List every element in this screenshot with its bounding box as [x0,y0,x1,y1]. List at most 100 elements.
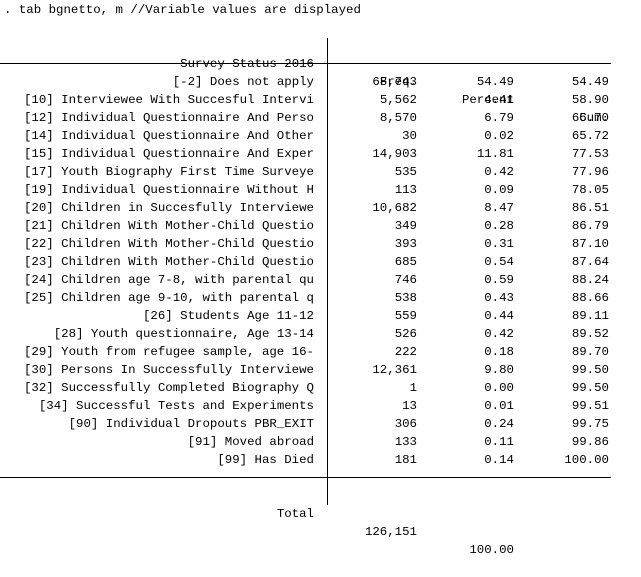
row-freq: 746 [394,273,417,287]
row-percent: 0.28 [484,219,514,233]
row-label: [23] Children With Mother-Child Questio [24,255,314,269]
row-cum: 86.51 [571,201,609,215]
row-cum: 99.50 [571,381,609,395]
header-percent: Percent [461,93,514,107]
row-label: [30] Persons In Successfully Interviewe [24,363,314,377]
row-freq: 8,570 [379,111,417,125]
row-label: [99] Has Died [217,453,314,467]
frequency-table: Survey Status 2016 Freq. Percent Cum. [-… [0,37,641,557]
row-label: [15] Individual Questionnaire And Exper [24,147,314,161]
row-cum: 54.49 [571,75,609,89]
row-percent: 8.47 [484,201,514,215]
row-cum: 87.10 [571,237,609,251]
row-freq: 559 [394,309,417,323]
row-cum: 77.53 [571,147,609,161]
row-freq: 14,903 [372,147,417,161]
table-row: [30] Persons In Successfully Interviewe 1… [0,361,641,379]
row-label: [34] Successful Tests and Experiments [38,399,314,413]
row-freq: 113 [394,183,417,197]
row-freq: 181 [394,453,417,467]
row-freq: 1 [409,381,417,395]
row-percent: 11.81 [476,147,514,161]
total-percent: 100.00 [469,543,514,557]
row-cum: 99.51 [571,399,609,413]
row-label: [26] Students Age 11-12 [142,309,314,323]
table-row: [23] Children With Mother-Child Questio 6… [0,253,641,271]
row-percent: 0.14 [484,453,514,467]
row-cum: 89.11 [571,309,609,323]
row-cum: 77.96 [571,165,609,179]
row-cum: 99.50 [571,363,609,377]
row-label: [17] Youth Biography First Time Surveye [24,165,314,179]
header-label: Survey Status 2016 [180,57,314,71]
command-line: . tab bgnetto, m //Variable values are d… [4,3,361,17]
table-row: [32] Successfully Completed Biography Q 1… [0,379,641,397]
row-cum: 86.79 [571,219,609,233]
table-row: [22] Children With Mother-Child Questio 3… [0,235,641,253]
row-percent: 0.18 [484,345,514,359]
total-rule [0,477,611,478]
row-percent: 0.42 [484,327,514,341]
row-cum: 99.86 [571,435,609,449]
table-row: [-2] Does not apply 68,743 54.49 54.49 [0,73,641,91]
row-cum: 89.70 [571,345,609,359]
row-freq: 685 [394,255,417,269]
table-row: [14] Individual Questionnaire And Other 3… [0,127,641,145]
row-percent: 0.24 [484,417,514,431]
row-cum: 88.24 [571,273,609,287]
row-label: [91] Moved abroad [187,435,314,449]
row-freq: 393 [394,237,417,251]
row-percent: 4.41 [484,93,514,107]
header-freq: Freq. [379,75,417,89]
row-label: [14] Individual Questionnaire And Other [24,129,314,143]
row-percent: 0.00 [484,381,514,395]
row-freq: 526 [394,327,417,341]
row-freq: 133 [394,435,417,449]
total-label: Total [276,507,314,521]
row-freq: 12,361 [372,363,417,377]
row-cum: 87.64 [571,255,609,269]
row-freq: 222 [394,345,417,359]
row-percent: 0.42 [484,165,514,179]
table-row: [10] Interviewee With Succesful Intervi 5… [0,91,641,109]
row-label: [10] Interviewee With Succesful Intervi [24,93,314,107]
row-label: [24] Children age 7-8, with parental qu [24,273,314,287]
row-label: [90] Individual Dropouts PBR_EXIT [68,417,314,431]
row-label: [-2] Does not apply [172,75,314,89]
table-row: [34] Successful Tests and Experiments 13 0… [0,397,641,415]
row-label: [32] Successfully Completed Biography Q [24,381,314,395]
row-cum: 89.52 [571,327,609,341]
table-row: [12] Individual Questionnaire And Perso 8… [0,109,641,127]
row-label: [28] Youth questionnaire, Age 13-14 [53,327,314,341]
row-percent: 9.80 [484,363,514,377]
row-percent: 0.01 [484,399,514,413]
row-freq: 349 [394,219,417,233]
row-cum: 99.75 [571,417,609,431]
row-label: [22] Children With Mother-Child Questio [24,237,314,251]
row-freq: 10,682 [372,201,417,215]
table-row: [90] Individual Dropouts PBR_EXIT 306 0.24… [0,415,641,433]
column-divider [327,38,328,505]
row-freq: 13 [402,399,417,413]
row-percent: 0.02 [484,129,514,143]
table-row: [25] Children age 9-10, with parental q 5… [0,289,641,307]
table-header: Survey Status 2016 Freq. Percent Cum. [0,37,641,125]
header-rule [0,63,611,64]
row-percent: 54.49 [476,75,514,89]
row-cum: 88.66 [571,291,609,305]
row-percent: 0.31 [484,237,514,251]
row-label: [21] Children With Mother-Child Questio [24,219,314,233]
row-percent: 0.11 [484,435,514,449]
table-row: [28] Youth questionnaire, Age 13-14 526 0.… [0,325,641,343]
row-cum: 100.00 [564,453,609,467]
table-row: [24] Children age 7-8, with parental qu 7… [0,271,641,289]
table-row: [20] Children in Succesfully Interviewe 1… [0,199,641,217]
total-freq: 126,151 [364,525,417,539]
row-cum: 65.70 [571,111,609,125]
row-label: [12] Individual Questionnaire And Perso [24,111,314,125]
row-percent: 0.43 [484,291,514,305]
row-cum: 65.72 [571,129,609,143]
header-cum: Cum. [579,111,609,125]
row-percent: 6.79 [484,111,514,125]
row-freq: 68,743 [372,75,417,89]
